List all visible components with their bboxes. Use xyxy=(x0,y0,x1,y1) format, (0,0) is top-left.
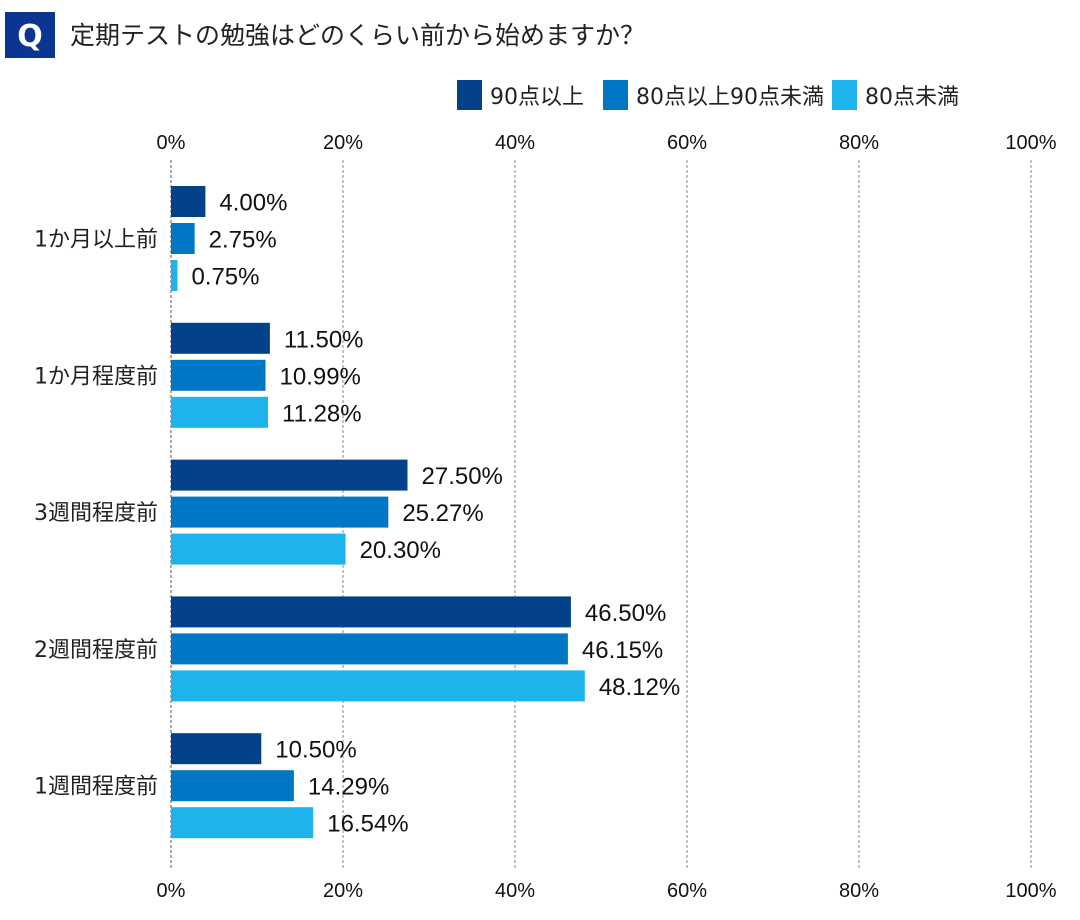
x-tick-label-bottom: 20% xyxy=(323,880,363,902)
data-label: 46.50% xyxy=(585,600,666,627)
data-label: 14.29% xyxy=(308,774,389,801)
x-tick-label-bottom: 60% xyxy=(667,880,707,902)
x-tick-label-top: 0% xyxy=(157,132,186,154)
data-label: 48.12% xyxy=(599,674,680,701)
page-title: 定期テストの勉強はどのくらい前から始めますか？ xyxy=(70,21,645,50)
bar xyxy=(171,396,269,428)
category-label: 1か月以上前 xyxy=(34,228,158,253)
bar xyxy=(171,359,266,391)
x-tick-label-bottom: 100% xyxy=(1005,880,1056,902)
legend-label: 90点以上 xyxy=(490,85,584,110)
x-tick-label-bottom: 0% xyxy=(157,880,186,902)
legend-swatch xyxy=(603,80,628,110)
data-label: 2.75% xyxy=(209,227,277,254)
bar xyxy=(171,770,294,802)
data-label: 4.00% xyxy=(219,190,287,217)
x-tick-label-top: 60% xyxy=(667,132,707,154)
data-label: 10.99% xyxy=(280,363,361,390)
data-label: 0.75% xyxy=(191,264,259,291)
bar xyxy=(171,459,408,491)
bar xyxy=(171,596,571,628)
bar xyxy=(171,223,195,254)
x-tick-label-bottom: 40% xyxy=(495,880,535,902)
data-label: 25.27% xyxy=(402,500,483,527)
legend-label: 80点以上90点未満 xyxy=(636,85,824,110)
bar xyxy=(171,633,568,665)
data-label: 27.50% xyxy=(422,463,503,490)
legend-label: 80点未満 xyxy=(865,85,959,110)
q-badge-text: Q xyxy=(17,19,43,54)
data-label: 11.50% xyxy=(284,326,364,353)
data-label: 11.28% xyxy=(282,400,362,427)
x-tick-label-bottom: 80% xyxy=(839,880,879,902)
bar xyxy=(171,496,389,528)
legend-swatch xyxy=(457,80,482,110)
bar xyxy=(171,260,178,291)
data-label: 46.15% xyxy=(582,637,663,664)
x-tick-label-top: 40% xyxy=(495,132,535,154)
category-label: 2週間程度前 xyxy=(34,638,158,663)
bar xyxy=(171,186,206,217)
bar xyxy=(171,670,585,702)
x-tick-label-top: 80% xyxy=(839,132,879,154)
x-tick-label-top: 20% xyxy=(323,132,363,154)
category-label: 3週間程度前 xyxy=(34,501,158,526)
bar xyxy=(171,807,314,839)
bar xyxy=(171,322,270,354)
data-label: 10.50% xyxy=(275,737,356,764)
bar xyxy=(171,733,262,765)
data-label: 20.30% xyxy=(360,537,441,564)
bar xyxy=(171,533,346,565)
x-tick-label-top: 100% xyxy=(1005,132,1056,154)
category-label: 1か月程度前 xyxy=(34,364,158,389)
legend-swatch xyxy=(832,80,857,110)
data-label: 16.54% xyxy=(327,811,408,838)
category-label: 1週間程度前 xyxy=(34,775,158,800)
q-badge xyxy=(5,12,55,58)
